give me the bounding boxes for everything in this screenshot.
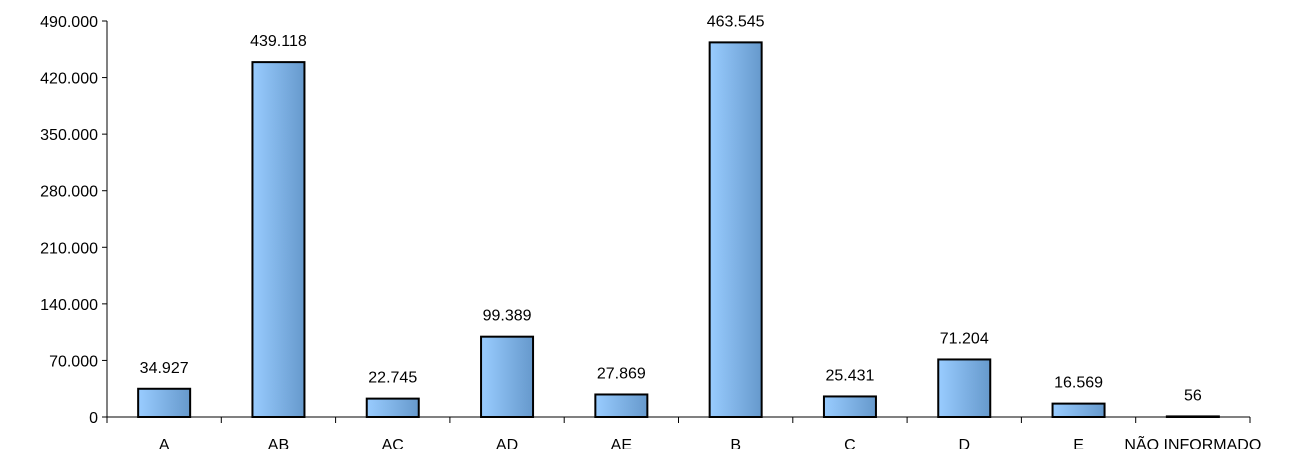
x-tick-label: E: [1073, 437, 1084, 449]
data-label: 56: [1184, 387, 1202, 404]
x-tick-label: C: [844, 437, 856, 449]
y-tick-label: 0: [89, 410, 98, 427]
x-tick-label: AE: [611, 437, 632, 449]
bar-b: [708, 41, 763, 418]
x-tick-label: AC: [382, 437, 404, 449]
y-tick-label: 280.000: [40, 184, 98, 201]
y-tick-label: 420.000: [40, 71, 98, 88]
bar-ad: [480, 335, 535, 418]
data-label: 71.204: [940, 330, 989, 347]
x-axis: A AB AC AD AE B C D E NÃO INFORMADO: [106, 416, 1261, 449]
bar-c: [822, 395, 877, 419]
data-labels: 34.927 439.118 22.745 99.389 27.869 463.545 25…: [140, 13, 1202, 404]
y-tick-label: 490.000: [40, 14, 98, 31]
y-axis: 0 70.000 140.000 210.000 280.000 350.000 420.0…: [40, 14, 108, 427]
data-label: 25.431: [825, 367, 874, 384]
bars: [137, 41, 1220, 419]
y-tick-label: 140.000: [40, 297, 98, 314]
bar-e: [1051, 402, 1106, 418]
x-tick-label: B: [730, 437, 741, 449]
y-tick-label: 210.000: [40, 240, 98, 257]
x-tick-label: AB: [268, 437, 289, 449]
y-tick-label: 350.000: [40, 127, 98, 144]
bar-n-o-informado: [1165, 415, 1220, 418]
y-tick-label: 70.000: [49, 353, 98, 370]
x-tick-label: A: [159, 437, 170, 449]
data-label: 22.745: [368, 370, 417, 387]
x-tick-label: AD: [496, 437, 518, 449]
x-tick-label: D: [958, 437, 970, 449]
bar-d: [937, 358, 992, 418]
bar-ae: [594, 393, 649, 418]
data-label: 34.927: [140, 360, 189, 377]
x-tick-label: NÃO INFORMADO: [1124, 434, 1261, 449]
data-label: 439.118: [250, 33, 307, 50]
bar-a: [137, 387, 192, 419]
data-label: 27.869: [597, 365, 646, 382]
data-label: 463.545: [707, 13, 765, 30]
data-label: 99.389: [483, 308, 532, 325]
data-label: 16.569: [1054, 375, 1103, 392]
bar-ab: [251, 61, 306, 418]
bar-ac: [365, 397, 420, 418]
